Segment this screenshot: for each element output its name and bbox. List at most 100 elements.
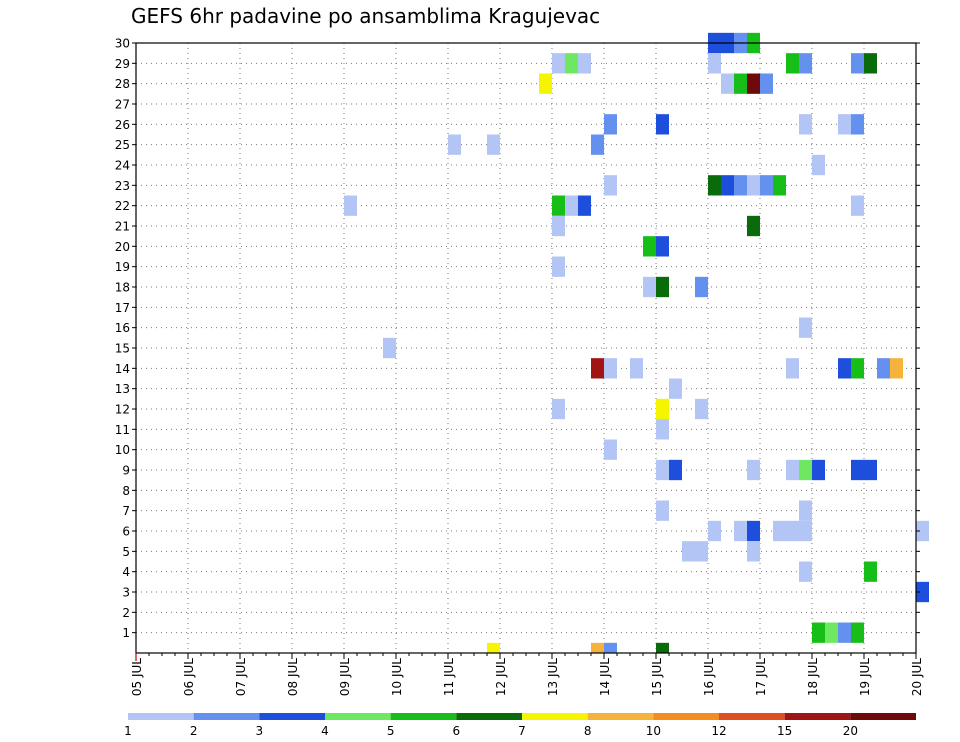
precip-cell <box>656 114 669 135</box>
precip-cell <box>604 358 617 379</box>
precip-cell <box>760 73 773 94</box>
precip-cell <box>656 459 669 481</box>
precip-cell <box>552 256 565 277</box>
precip-cell <box>760 175 773 196</box>
y-tick-label: 8 <box>122 484 130 498</box>
precip-cell <box>851 459 864 481</box>
legend-swatch <box>850 713 916 720</box>
precip-cell <box>812 154 825 176</box>
y-tick-label: 6 <box>122 525 130 539</box>
precip-cell <box>487 134 500 155</box>
legend-label: 12 <box>711 724 726 738</box>
y-tick-label: 7 <box>122 504 130 518</box>
precip-cell <box>747 459 760 481</box>
precip-cell <box>591 642 604 653</box>
x-tick-label: 19 JUL <box>858 658 872 696</box>
precip-cell <box>734 520 747 542</box>
x-tick-label: 14 JUL <box>598 658 612 696</box>
y-tick-label: 25 <box>115 138 130 152</box>
precip-cell <box>851 622 864 643</box>
precip-cell <box>851 114 864 135</box>
x-tick-label: 07 JUL <box>234 658 248 696</box>
x-tick-label: 11 JUL <box>442 658 456 696</box>
legend-label: 2 <box>190 724 198 738</box>
precip-cell <box>786 459 799 481</box>
precip-cell <box>695 398 708 420</box>
precip-cell <box>604 175 617 196</box>
legend-swatch <box>522 713 588 720</box>
precip-cell <box>851 53 864 74</box>
precip-cell <box>591 134 604 155</box>
precip-cell <box>708 53 721 74</box>
precip-cell <box>851 195 864 216</box>
precip-cell <box>864 561 877 582</box>
x-tick-label: 20 JUL <box>910 658 924 696</box>
x-tick-label: 12 JUL <box>494 658 508 696</box>
x-tick-label: 16 JUL <box>702 658 716 696</box>
y-tick-label: 12 <box>115 403 130 417</box>
precip-cell <box>890 358 903 379</box>
precip-cell <box>877 358 890 379</box>
precip-cell <box>864 459 877 481</box>
precip-cell <box>747 73 760 94</box>
y-tick-label: 1 <box>122 626 130 640</box>
legend-swatch <box>193 713 260 720</box>
precip-cell <box>487 642 500 653</box>
precip-cell <box>656 236 669 257</box>
precip-cell <box>695 276 708 298</box>
y-tick-label: 29 <box>115 57 130 71</box>
legend-label: 1 <box>124 724 132 738</box>
y-tick-label: 9 <box>122 464 130 478</box>
precip-cell <box>656 500 669 521</box>
y-tick-label: 18 <box>115 281 130 295</box>
legend-swatch <box>784 713 851 720</box>
precip-cell <box>838 622 851 643</box>
precip-cell <box>552 398 565 420</box>
y-tick-label: 24 <box>115 159 130 173</box>
precip-cell <box>565 195 578 216</box>
precip-cell <box>604 114 617 135</box>
x-tick-label: 08 JUL <box>286 658 300 696</box>
x-tick-label: 06 JUL <box>182 658 196 696</box>
x-tick-label: 17 JUL <box>754 658 768 696</box>
precip-cell <box>656 642 669 653</box>
precip-cell <box>747 520 760 542</box>
legend-label: 15 <box>777 724 792 738</box>
y-tick-label: 2 <box>122 606 130 620</box>
precip-cell <box>799 114 812 135</box>
precip-cell <box>799 53 812 74</box>
precip-cell <box>604 642 617 653</box>
y-tick-label: 4 <box>122 565 130 579</box>
precip-cell <box>552 215 565 237</box>
precip-cell <box>838 114 851 135</box>
precip-cell <box>851 358 864 379</box>
precip-cell <box>578 195 591 216</box>
precip-cell <box>721 175 734 196</box>
y-tick-label: 28 <box>115 77 130 91</box>
precip-cell <box>708 175 721 196</box>
y-tick-label: 20 <box>115 240 130 254</box>
precip-cell <box>916 520 929 542</box>
precip-cell <box>799 459 812 481</box>
precip-cell <box>734 175 747 196</box>
precip-cell <box>656 276 669 298</box>
legend-label: 5 <box>387 724 395 738</box>
x-tick-label: 10 JUL <box>390 658 404 696</box>
legend-swatch <box>325 713 391 720</box>
y-tick-label: 23 <box>115 179 130 193</box>
legend-swatch <box>456 713 522 720</box>
legend-swatch <box>259 713 325 720</box>
precip-cell <box>539 73 552 94</box>
precip-cell <box>786 53 799 74</box>
precip-cell <box>838 358 851 379</box>
x-tick-label: 05 JUL <box>130 658 144 696</box>
legend-swatch <box>128 713 194 720</box>
precip-cell <box>643 236 656 257</box>
precip-cell <box>734 73 747 94</box>
legend-label: 8 <box>584 724 592 738</box>
precip-cell <box>552 53 565 74</box>
precip-cell <box>747 175 760 196</box>
precip-cell <box>630 358 643 379</box>
precip-cell <box>565 53 578 74</box>
precip-cell <box>708 520 721 542</box>
